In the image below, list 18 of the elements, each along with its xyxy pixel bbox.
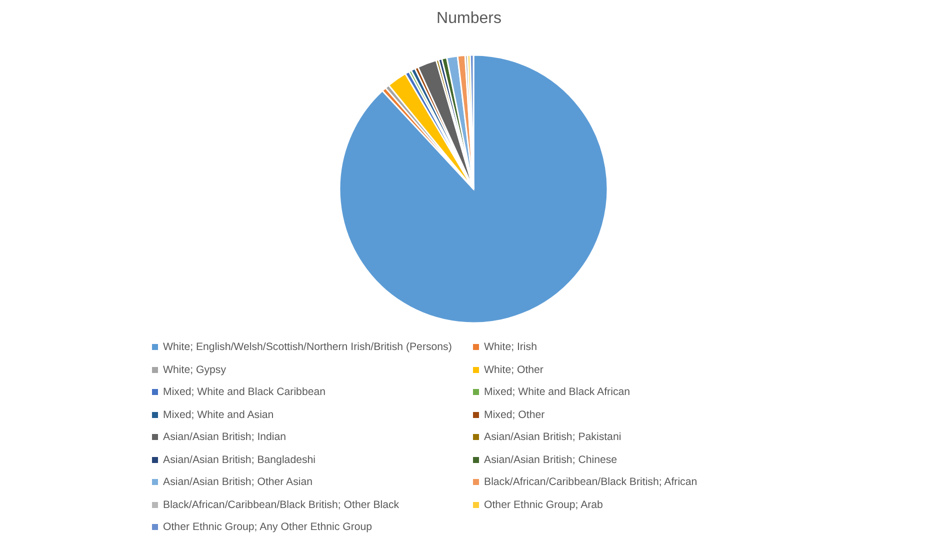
chart-title: Numbers: [436, 10, 502, 28]
legend-label: Mixed; White and Black Caribbean: [163, 386, 326, 398]
legend-label: Asian/Asian British; Chinese: [484, 454, 618, 466]
legend-label: Asian/Asian British; Pakistani: [484, 431, 622, 444]
legend-label: White; English/Welsh/Scottish/Northern Irish/British (Persons): [163, 341, 452, 354]
legend-label: Mixed; White and Black African: [484, 386, 630, 398]
legend-label: Black/African/Caribbean/Black British; Other Black: [163, 498, 400, 511]
legend-label: White; Irish: [484, 341, 537, 354]
legend-label: Other Ethnic Group; Arab: [484, 498, 603, 511]
legend-label: Asian/Asian British; Indian: [163, 431, 286, 444]
legend-label: Asian/Asian British; Bangladeshi: [163, 454, 316, 466]
legend-label: Black/African/Caribbean/Black British; African: [484, 476, 698, 488]
legend-label: Mixed; Other: [484, 408, 545, 421]
legend-label: White; Other: [484, 364, 544, 376]
legend-label: Mixed; White and Asian: [163, 408, 274, 421]
legend-label: Other Ethnic Group; Any Other Ethnic Group: [163, 521, 372, 534]
legend-label: Asian/Asian British; Other Asian: [163, 476, 313, 488]
legend-label: White; Gypsy: [163, 364, 226, 376]
